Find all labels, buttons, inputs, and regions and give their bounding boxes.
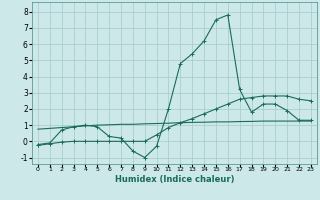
- X-axis label: Humidex (Indice chaleur): Humidex (Indice chaleur): [115, 175, 234, 184]
